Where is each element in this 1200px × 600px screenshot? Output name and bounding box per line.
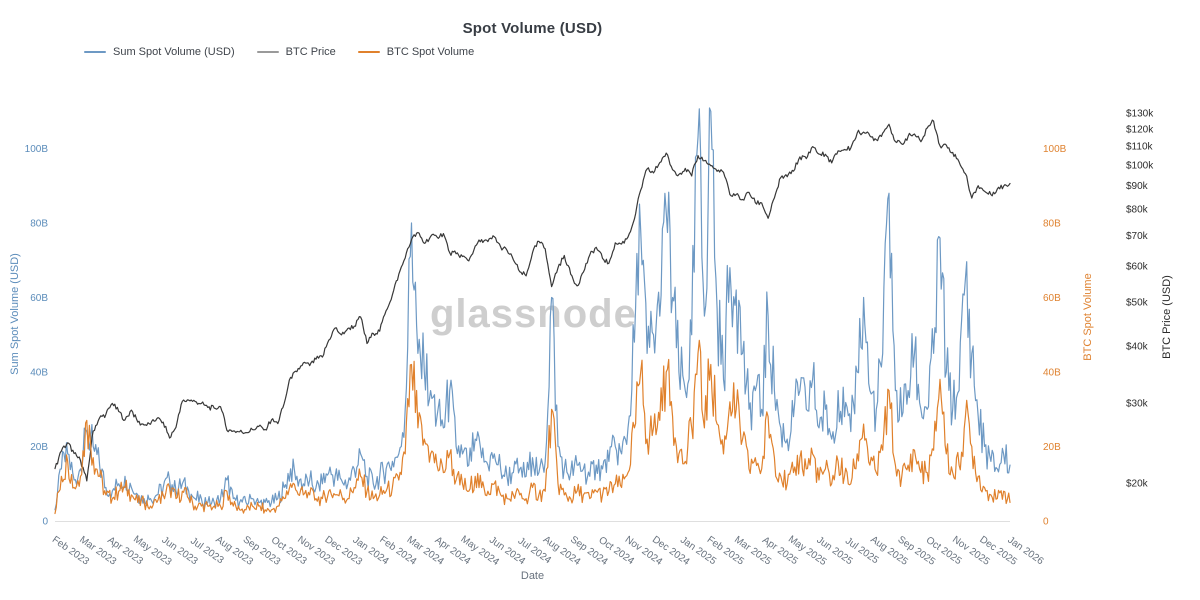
y-tick-left: 0 (42, 517, 48, 528)
y-tick-price: $40k (1126, 341, 1149, 352)
legend-item-btc-spot-volume[interactable]: BTC Spot Volume (357, 46, 475, 58)
legend-swatch-blue (84, 51, 106, 53)
y-tick-price: $130k (1126, 109, 1154, 120)
series-line-sum-spot-volume (54, 107, 1011, 511)
y-tick-price: $60k (1126, 261, 1149, 272)
y-tick-right-volume: 60B (1043, 293, 1061, 304)
y-tick-left: 40B (30, 368, 48, 379)
legend-swatch-orange (357, 51, 380, 53)
y-tick-price: $110k (1126, 142, 1154, 153)
legend-item-btc-price[interactable]: BTC Price (256, 46, 336, 58)
x-axis-title: Date (520, 570, 545, 582)
y-tick-price: $80k (1126, 204, 1149, 215)
y-tick-left: 60B (30, 293, 48, 304)
y-tick-right-volume: 80B (1043, 219, 1061, 230)
y-tick-right-volume: 100B (1043, 144, 1067, 155)
y-tick-price: $100k (1126, 160, 1154, 171)
glassnode-watermark: glassnode (430, 292, 637, 336)
y-tick-price: $30k (1126, 398, 1149, 409)
y-tick-price: $50k (1126, 297, 1149, 308)
legend-label: BTC Spot Volume (386, 46, 475, 58)
series-line-btc-spot-volume (54, 339, 1011, 515)
y-tick-left: 20B (30, 442, 48, 453)
y-tick-left: 80B (30, 219, 48, 230)
y-tick-right-volume: 40B (1043, 368, 1061, 379)
y-tick-price: $70k (1126, 231, 1149, 242)
legend-label: BTC Price (285, 46, 336, 58)
chart-legend: Sum Spot Volume (USD) BTC Price BTC Spot… (84, 46, 474, 58)
legend-label: Sum Spot Volume (USD) (113, 46, 235, 58)
y-tick-price: $90k (1126, 181, 1149, 192)
y-tick-right-volume: 0 (1043, 517, 1049, 528)
series-line-btc-price (54, 119, 1011, 482)
chart-title: Spot Volume (USD) (462, 20, 603, 37)
legend-swatch-gray (256, 51, 279, 53)
y-tick-right-volume: 20B (1043, 442, 1061, 453)
legend-item-sum-spot-volume[interactable]: Sum Spot Volume (USD) (84, 46, 235, 58)
y-tick-price: $20k (1126, 478, 1149, 489)
y-tick-left: 100B (25, 144, 49, 155)
y-tick-price: $120k (1126, 124, 1154, 135)
